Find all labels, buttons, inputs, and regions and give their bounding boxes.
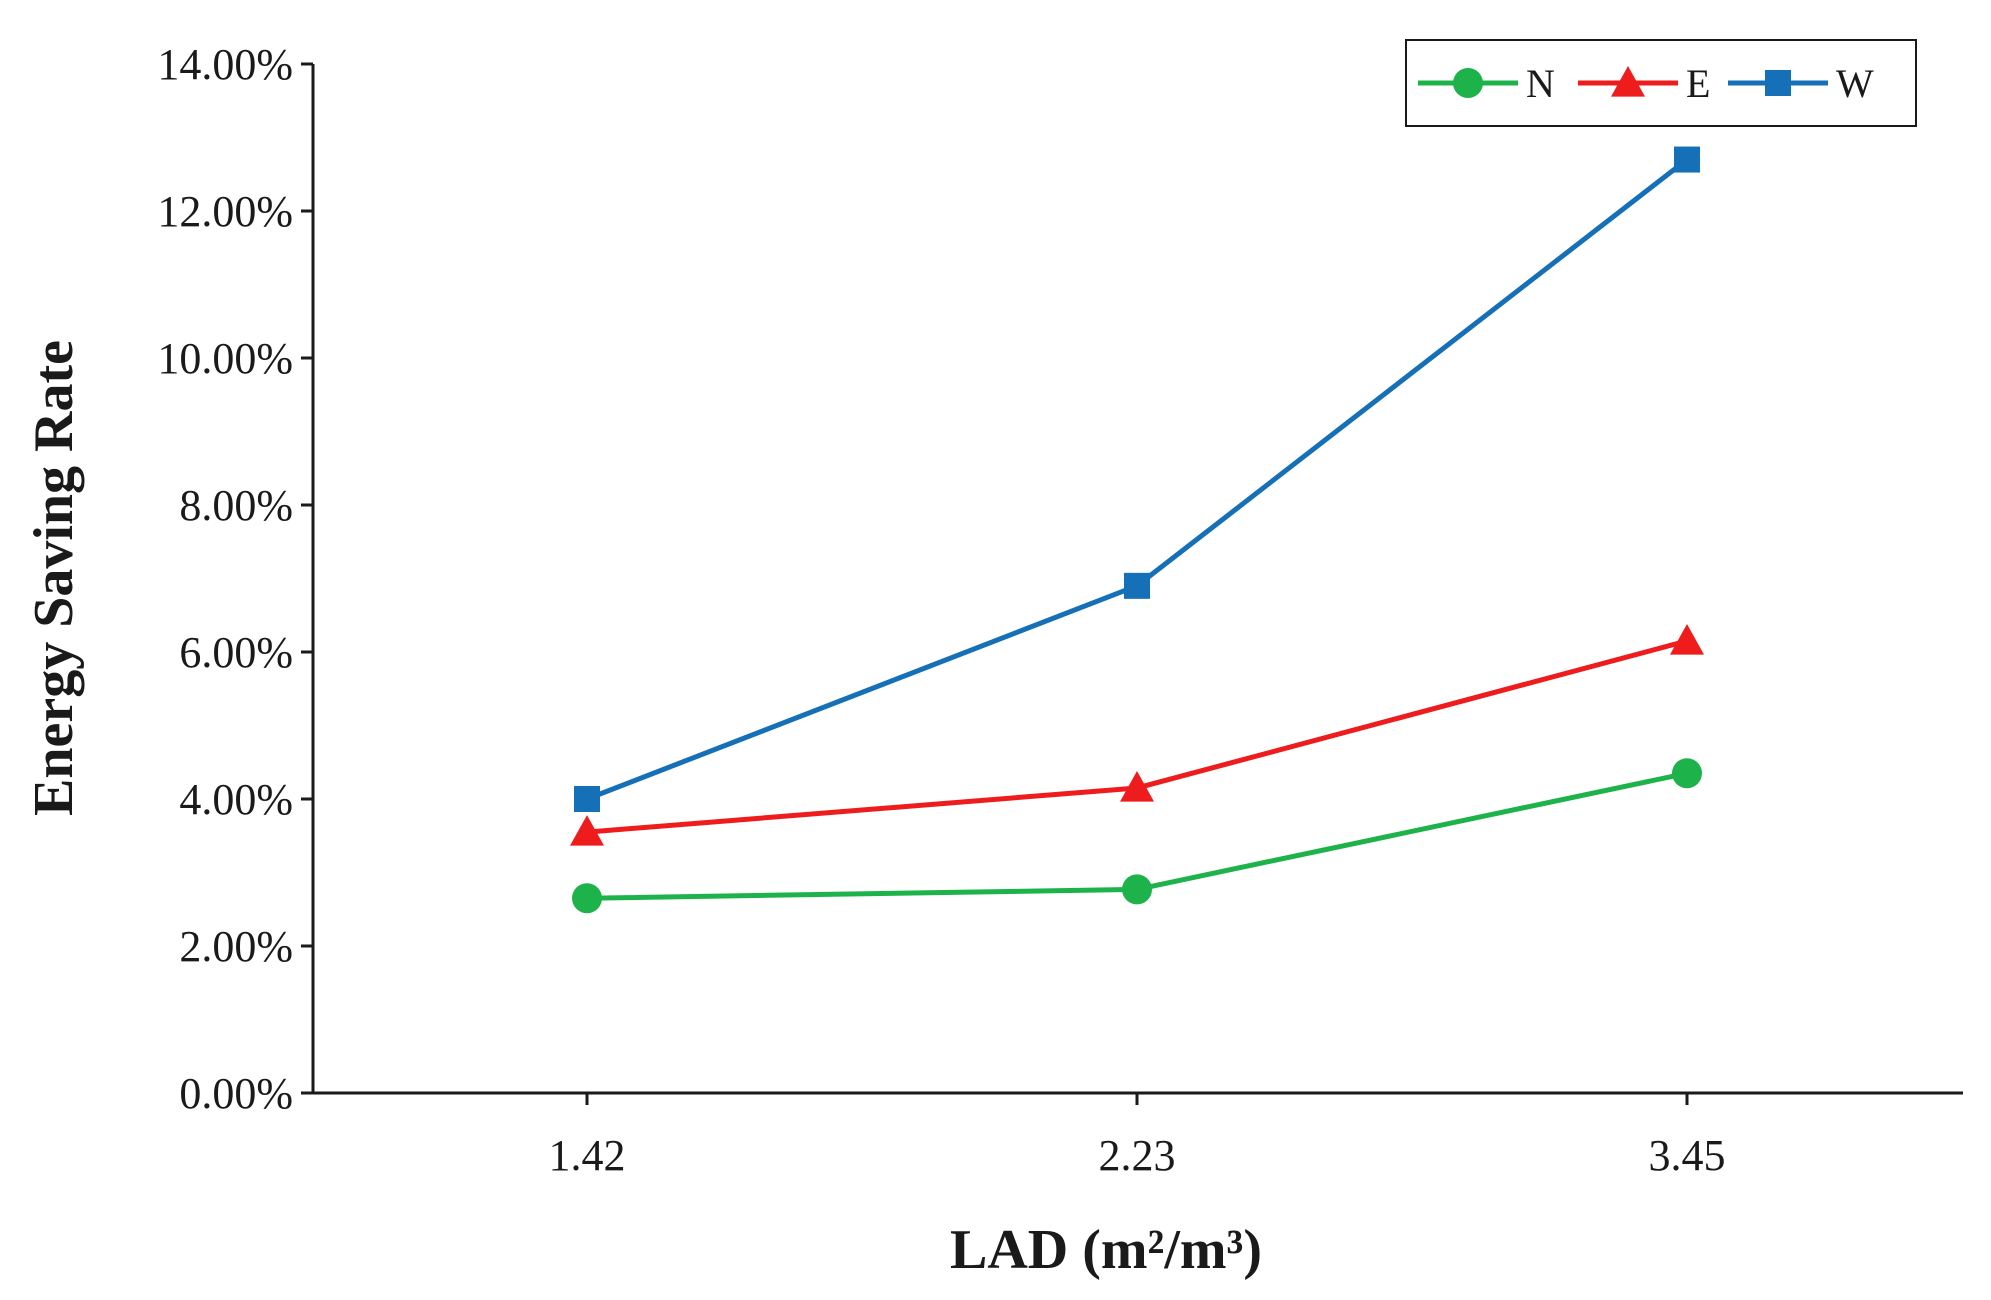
x-tick-label: 3.45 — [1649, 1131, 1726, 1180]
series-W — [574, 146, 1700, 812]
y-tick-label: 4.00% — [179, 775, 293, 824]
legend-item-W: W — [1728, 61, 1874, 106]
legend-marker-E — [1611, 66, 1645, 97]
x-tick-label: 1.42 — [549, 1131, 626, 1180]
legend-marker-N — [1453, 68, 1483, 98]
legend-label-N: N — [1526, 61, 1555, 106]
data-point-E — [570, 815, 604, 846]
series-line-W — [586, 157, 1689, 802]
data-point-N — [1672, 758, 1702, 789]
x-ticks: 1.42 2.23 3.45 — [549, 1093, 1726, 1180]
legend-item-N: N — [1418, 61, 1555, 106]
y-axis-title: Energy Saving Rate — [23, 340, 85, 816]
data-point-N — [572, 883, 602, 914]
data-point-W — [1124, 572, 1150, 599]
data-point-E — [1120, 770, 1154, 802]
legend-marker-W — [1765, 70, 1791, 96]
legend-item-E: E — [1578, 61, 1710, 106]
data-point-E — [1670, 623, 1704, 655]
data-point-W — [574, 786, 600, 812]
x-axis-title: LAD (m²/m³) — [950, 1219, 1262, 1281]
data-point-N — [1122, 874, 1152, 905]
legend-label-W: W — [1836, 61, 1874, 106]
data-point-W — [1674, 146, 1700, 173]
series-N — [572, 758, 1702, 914]
y-tick-label: 2.00% — [179, 922, 293, 971]
y-tick-label: 12.00% — [157, 187, 293, 236]
series-E — [570, 623, 1704, 846]
y-tick-label: 6.00% — [179, 628, 293, 677]
y-ticks: 0.00% 2.00% 4.00% 6.00% 8.00% 10.00% 12.00% 14.… — [157, 40, 313, 1118]
y-tick-label: 10.00% — [157, 334, 293, 383]
y-tick-label: 8.00% — [179, 481, 293, 530]
series-layer — [570, 146, 1704, 914]
y-tick-label: 0.00% — [179, 1069, 293, 1118]
legend-label-E: E — [1686, 61, 1710, 106]
x-tick-label: 2.23 — [1099, 1131, 1176, 1180]
y-tick-label: 14.00% — [157, 40, 293, 89]
